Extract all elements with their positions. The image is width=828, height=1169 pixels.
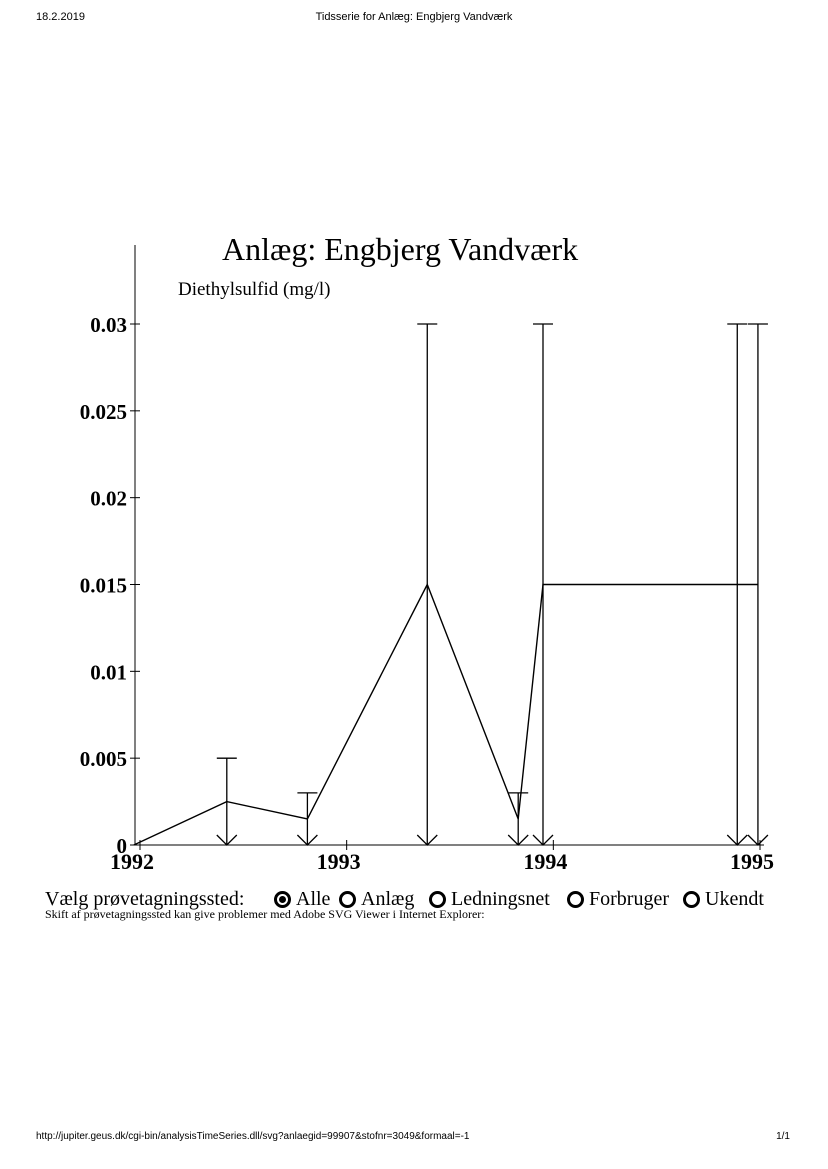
chart-axes (130, 245, 764, 846)
x-axis-ticks: 1992 1993 1994 1995 (110, 840, 774, 874)
station-option-alle[interactable]: Alle (274, 887, 330, 911)
y-axis-ticks: 0 0.005 0.01 0.015 0.02 0.025 0.03 (80, 313, 140, 858)
chart-title: Anlæg: Engbjerg Vandværk (222, 231, 579, 267)
y-tick-label: 0.03 (90, 313, 127, 337)
y-tick-label: 0.025 (80, 400, 127, 424)
station-note: Skift af prøvetagningssted kan give prob… (45, 907, 485, 921)
y-tick-label: 0.005 (80, 747, 127, 771)
print-url: http://jupiter.geus.dk/cgi-bin/analysisT… (36, 1131, 470, 1142)
station-option-label: Ledningsnet (451, 888, 550, 910)
radio-icon[interactable] (429, 890, 446, 908)
station-option-anlaeg[interactable]: Anlæg (339, 887, 414, 911)
below-detection-arrow (507, 834, 529, 846)
radio-icon[interactable] (339, 890, 356, 908)
below-detection-arrow (216, 834, 238, 846)
print-page-title: Tidsserie for Anlæg: Engbjerg Vandværk (315, 11, 513, 23)
below-detection-arrow (747, 834, 769, 846)
x-tick-label: 1994 (523, 849, 567, 874)
station-option-label: Alle (296, 888, 331, 910)
radio-selected-icon[interactable] (274, 890, 291, 908)
x-tick-label: 1995 (730, 849, 774, 874)
x-tick-label: 1992 (110, 849, 154, 874)
radio-icon[interactable] (683, 890, 700, 908)
y-tick-label: 0.02 (90, 487, 127, 511)
below-detection-arrow (532, 834, 554, 846)
station-option-ledningsnet[interactable]: Ledningsnet (429, 887, 550, 911)
below-detection-arrow (726, 834, 748, 846)
y-tick-label: 0.01 (90, 660, 127, 684)
station-selector-label: Vælg prøvetagningssted: (45, 888, 245, 910)
station-option-label: Anlæg (361, 888, 415, 910)
series-line (133, 582, 758, 846)
y-tick-label: 0.015 (80, 574, 127, 598)
x-tick-label: 1993 (317, 849, 361, 874)
station-option-label: Forbruger (589, 888, 669, 910)
station-option-label: Ukendt (705, 888, 764, 910)
station-option-ukendt[interactable]: Ukendt (683, 887, 764, 911)
below-detection-arrow (296, 834, 318, 846)
data-series (133, 582, 758, 846)
below-detection-arrow (416, 834, 438, 846)
station-option-forbruger[interactable]: Forbruger (567, 887, 669, 911)
y-tick-label: 0 (117, 834, 128, 858)
print-page-number: 1/1 (776, 1131, 790, 1142)
print-date: 18.2.2019 (36, 11, 85, 23)
radio-icon[interactable] (567, 890, 584, 908)
y-axis-label: Diethylsulfid (mg/l) (178, 279, 331, 300)
